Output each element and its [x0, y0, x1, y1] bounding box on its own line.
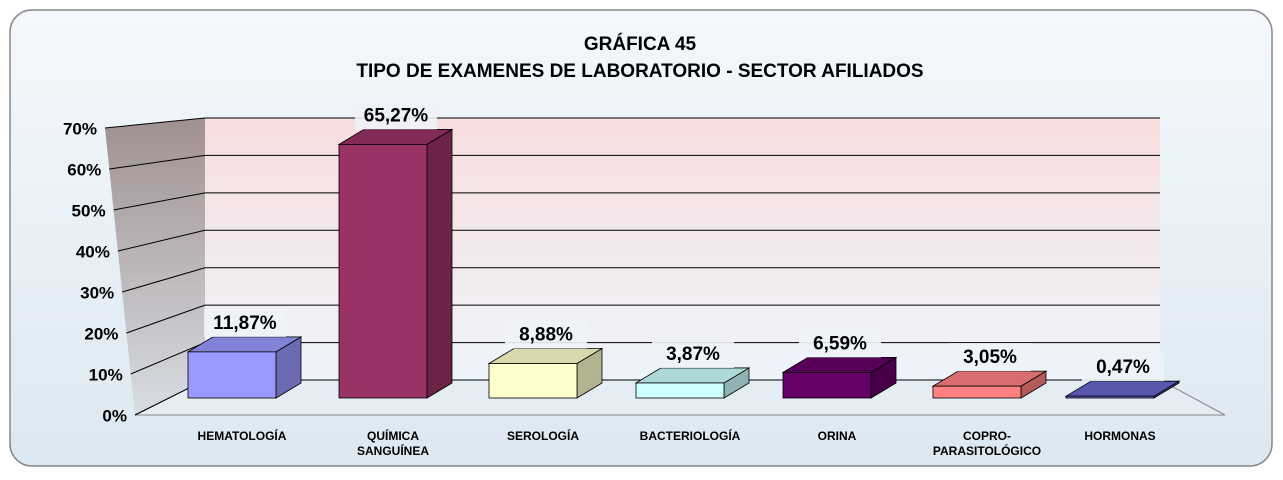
y-tick-label: 40%: [76, 242, 110, 261]
grid-line: [117, 229, 206, 252]
grid-line: [109, 154, 206, 170]
value-label: 6,59%: [813, 333, 867, 354]
bar-front: [635, 382, 725, 399]
bar-front: [187, 351, 277, 399]
chart-subtitle: TIPO DE EXAMENES DE LABORATORIO - SECTOR…: [356, 61, 923, 82]
bar: [634, 367, 751, 399]
y-tick-label: 10%: [89, 365, 123, 384]
bar-front: [932, 385, 1022, 399]
bar: [337, 128, 454, 399]
x-tick-label-line: BACTERIOLOGÍA: [640, 428, 741, 443]
value-label-box: [204, 308, 286, 337]
y-tick-label: 70%: [63, 119, 97, 138]
x-tick-label-line: HEMATOLOGÍA: [198, 428, 287, 443]
value-label-box: [505, 320, 587, 349]
x-tick-label: QUÍMICA SANGUÍNEA: [357, 428, 429, 458]
x-tick-label: COPRO-PARASITOLÓGICO: [933, 429, 1041, 458]
value-label: 11,87%: [213, 313, 276, 334]
value-label-box: [799, 329, 881, 358]
x-tick-label-line: COPRO-: [963, 429, 1011, 443]
value-label: 3,87%: [666, 344, 720, 365]
grid-line: [122, 267, 206, 293]
value-label: 3,05%: [963, 347, 1017, 368]
x-tick-label: HORMONAS: [1084, 429, 1155, 443]
grid-line: [126, 304, 206, 334]
y-tick-label: 50%: [72, 201, 106, 220]
value-label: 0,47%: [1096, 357, 1150, 378]
value-label-box: [949, 343, 1031, 372]
bar: [186, 336, 303, 399]
y-tick-label: 60%: [67, 160, 101, 179]
side-wall: [105, 118, 205, 415]
value-label: 8,88%: [519, 325, 573, 346]
bar-front: [1065, 395, 1155, 399]
grid-line: [104, 117, 206, 129]
value-label-box: [1082, 353, 1164, 382]
x-tick-label-line: SEROLOGÍA: [507, 428, 579, 443]
x-tick-label: ORINA: [818, 429, 857, 443]
x-tick-label-line: SANGUÍNEA: [357, 443, 429, 458]
bar-front: [488, 363, 578, 399]
x-tick-label: HEMATOLOGÍA: [198, 428, 287, 443]
y-tick-label: 20%: [84, 324, 118, 343]
chart-title: GRÁFICA 45: [584, 33, 697, 55]
x-tick-label-line: PARASITOLÓGICO: [933, 443, 1041, 458]
grid-line: [130, 342, 206, 375]
x-tick-label-line: HORMONAS: [1084, 429, 1155, 443]
grid-line: [113, 192, 206, 211]
bar-side: [426, 128, 453, 399]
bar: [781, 356, 898, 399]
value-label: 65,27%: [364, 105, 429, 126]
bar: [487, 347, 604, 399]
x-tick-label-line: QUÍMICA: [367, 428, 419, 443]
value-label-box: [355, 101, 437, 130]
bar: [931, 370, 1048, 399]
bar-front: [338, 143, 428, 399]
bar-front: [782, 371, 872, 399]
x-tick-label: BACTERIOLOGÍA: [640, 428, 741, 443]
value-label-box: [652, 339, 734, 368]
y-tick-label: 0%: [102, 406, 127, 425]
x-tick-label: SEROLOGÍA: [507, 428, 579, 443]
x-tick-label-line: ORINA: [818, 429, 857, 443]
bar: [1064, 380, 1181, 399]
y-tick-label: 30%: [80, 283, 114, 302]
